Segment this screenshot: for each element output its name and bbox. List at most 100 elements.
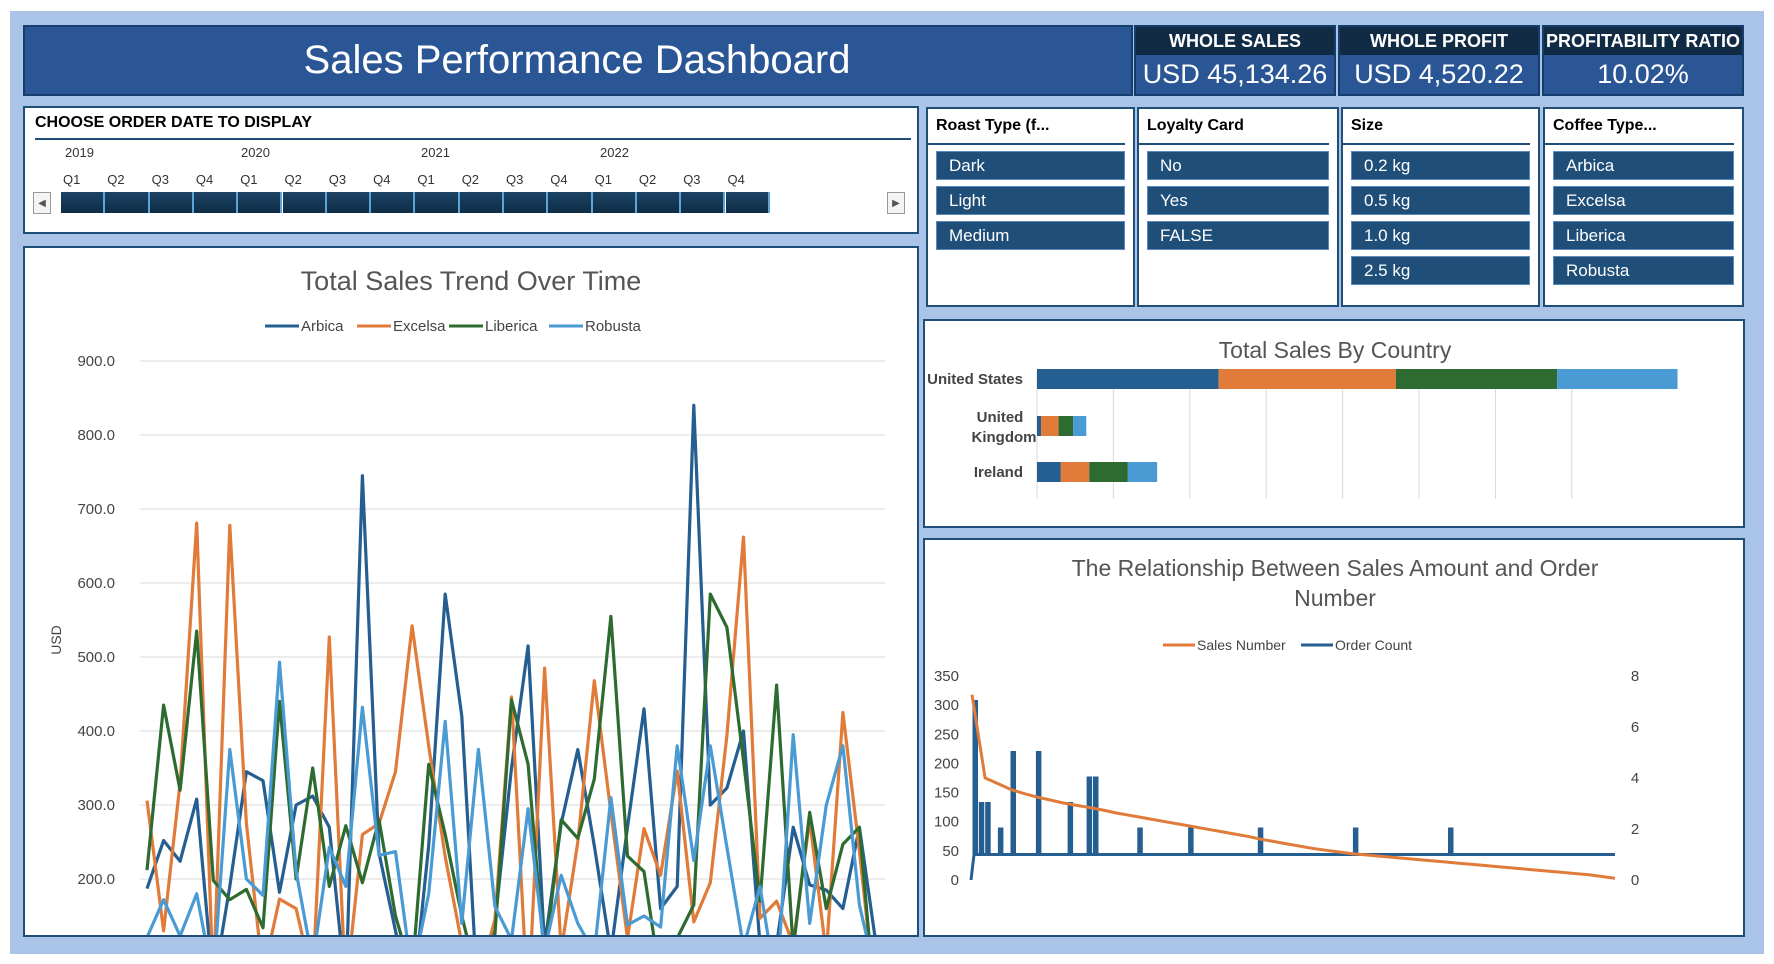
timeline-quarter-block[interactable] [193, 192, 239, 213]
timeline-quarter-label: Q3 [506, 172, 524, 187]
kpi-value: 10.02% [1544, 55, 1742, 94]
kpi-whole-sales: WHOLE SALES USD 45,134.26 [1134, 25, 1336, 96]
y-tick-label-left: 300 [934, 697, 959, 714]
timeline-quarter-block[interactable] [504, 192, 549, 213]
sales-trend-chart: Total Sales Trend Over Time0.0100.0200.0… [48, 266, 885, 964]
legend-label: Arbica [301, 318, 344, 335]
timeline-quarter-block[interactable] [149, 192, 194, 213]
y-tick-label: 700.0 [77, 501, 115, 518]
bar-segment [1037, 416, 1042, 436]
slicer-loyalty-card[interactable]: Loyalty Card No Yes FALSE [1137, 107, 1339, 307]
timeline-quarter-label: Q1 [240, 172, 258, 187]
slicer-header: Coffee Type... [1545, 109, 1734, 145]
timeline-quarter-block[interactable] [371, 192, 416, 213]
bar-segment [1041, 416, 1059, 436]
timeline-quarter-block[interactable] [415, 192, 460, 213]
timeline-slicer[interactable]: CHOOSE ORDER DATE TO DISPLAY 2019 2020 2… [23, 106, 919, 234]
timeline-quarter-block[interactable] [548, 192, 593, 213]
timeline-quarter-block[interactable] [725, 192, 770, 213]
slicer-item-light[interactable]: Light [936, 186, 1125, 215]
slicer-item-liberica[interactable]: Liberica [1553, 221, 1734, 250]
slicer-header: Loyalty Card [1139, 109, 1329, 145]
timeline-quarter-block[interactable] [105, 192, 150, 213]
bar-segment [1395, 369, 1558, 389]
bar-segment [1218, 369, 1396, 389]
slicer-coffee-type[interactable]: Coffee Type... Arbica Excelsa Liberica R… [1543, 107, 1744, 307]
kpi-label: WHOLE SALES [1136, 27, 1334, 55]
timeline-range-bar[interactable] [61, 192, 802, 213]
category-label: Ireland [974, 464, 1023, 481]
timeline-quarter-block[interactable] [459, 192, 504, 213]
legend-label: Liberica [485, 318, 538, 335]
slicer-roast-type[interactable]: Roast Type (f... Dark Light Medium [926, 107, 1135, 307]
y-tick-label: 800.0 [77, 427, 115, 444]
slicer-item-1-0-kg[interactable]: 1.0 kg [1351, 221, 1530, 250]
series-line [145, 521, 874, 964]
y-axis-label: USD [48, 625, 64, 655]
timeline-quarter-label: Q1 [417, 172, 435, 187]
timeline-quarter-block[interactable] [636, 192, 682, 213]
slicer-item-0-2-kg[interactable]: 0.2 kg [1351, 151, 1530, 180]
timeline-year: 2022 [600, 145, 629, 160]
timeline-quarter-block[interactable] [282, 192, 327, 213]
bar-segment [1127, 462, 1158, 482]
timeline-scroll-right-icon[interactable]: ▶ [887, 192, 905, 214]
slicer-item-0-5-kg[interactable]: 0.5 kg [1351, 186, 1530, 215]
slicer-header: Roast Type (f... [928, 109, 1125, 145]
timeline-quarter-label: Q1 [594, 172, 612, 187]
legend-label: Sales Number [1197, 637, 1286, 653]
series-line [145, 592, 874, 964]
timeline-quarter-label: Q4 [373, 172, 391, 187]
legend-label: Excelsa [393, 318, 446, 335]
order-count-line [969, 700, 1615, 881]
slicer-item-no[interactable]: No [1147, 151, 1329, 180]
y-tick-label: 400.0 [77, 723, 115, 740]
series-line [145, 403, 878, 964]
kpi-value: USD 4,520.22 [1340, 55, 1538, 94]
y-tick-label: 300.0 [77, 797, 115, 814]
slicer-item-robusta[interactable]: Robusta [1553, 256, 1734, 285]
sales-trend-chart-panel: Total Sales Trend Over Time0.0100.0200.0… [23, 246, 919, 964]
y-tick-label: 900.0 [77, 353, 115, 370]
timeline-quarter-block[interactable] [681, 192, 726, 213]
bar-segment [1037, 369, 1219, 389]
slicer-item-medium[interactable]: Medium [936, 221, 1125, 250]
timeline-quarter-label: Q3 [151, 172, 169, 187]
timeline-scroll-left-icon[interactable]: ◀ [33, 192, 51, 214]
slicer-item-dark[interactable]: Dark [936, 151, 1125, 180]
y-tick-label-left: 50 [942, 843, 959, 860]
sales-number-line [970, 694, 1616, 880]
timeline-quarter-block[interactable] [238, 192, 283, 213]
kpi-whole-profit: WHOLE PROFIT USD 4,520.22 [1338, 25, 1540, 96]
slicer-size[interactable]: Size 0.2 kg 0.5 kg 1.0 kg 2.5 kg [1341, 107, 1540, 307]
timeline-quarter-block[interactable] [61, 192, 106, 213]
relationship-chart-panel: The Relationship Between Sales Amount an… [923, 538, 1745, 937]
timeline-quarter-label: Q2 [107, 172, 125, 187]
slicer-item-yes[interactable]: Yes [1147, 186, 1329, 215]
y-tick-label-left: 350 [934, 668, 959, 685]
timeline-quarter-block[interactable] [592, 192, 637, 213]
timeline-quarter-label: Q4 [727, 172, 745, 187]
timeline-quarter-block[interactable] [326, 192, 372, 213]
category-label: United States [927, 371, 1023, 388]
timeline-quarter-label: Q2 [638, 172, 657, 187]
kpi-label: PROFITABILITY RATIO [1544, 27, 1742, 55]
category-label: United Kingdom [972, 409, 1037, 446]
legend-label: Robusta [585, 318, 642, 335]
kpi-profitability-ratio: PROFITABILITY RATIO 10.02% [1542, 25, 1744, 96]
slicer-item-false[interactable]: FALSE [1147, 221, 1329, 250]
bar-segment [1557, 369, 1678, 389]
dashboard-title: Sales Performance Dashboard [303, 38, 851, 82]
timeline-quarter-label: Q2 [461, 172, 480, 187]
timeline-quarter-row: Q1 Q2 Q3 Q4 Q1 Q2 Q3 Q4 Q1 Q2 Q3 Q4 Q1 Q2 Q3 Q4 [63, 172, 803, 188]
y-tick-label-right: 4 [1631, 770, 1639, 787]
slicer-item-excelsa[interactable]: Excelsa [1553, 186, 1734, 215]
country-chart-panel: Total Sales By Country United States Unite… [923, 319, 1745, 528]
slicer-item-2-5-kg[interactable]: 2.5 kg [1351, 256, 1530, 285]
bar-segment [1037, 462, 1061, 482]
slicer-header: Size [1343, 109, 1530, 145]
slicer-item-arbica[interactable]: Arbica [1553, 151, 1734, 180]
dashboard-title-bar: Sales Performance Dashboard [23, 25, 1133, 96]
kpi-value: USD 45,134.26 [1136, 55, 1334, 94]
sales-order-relationship-chart: The Relationship Between Sales Amount an… [934, 555, 1639, 889]
